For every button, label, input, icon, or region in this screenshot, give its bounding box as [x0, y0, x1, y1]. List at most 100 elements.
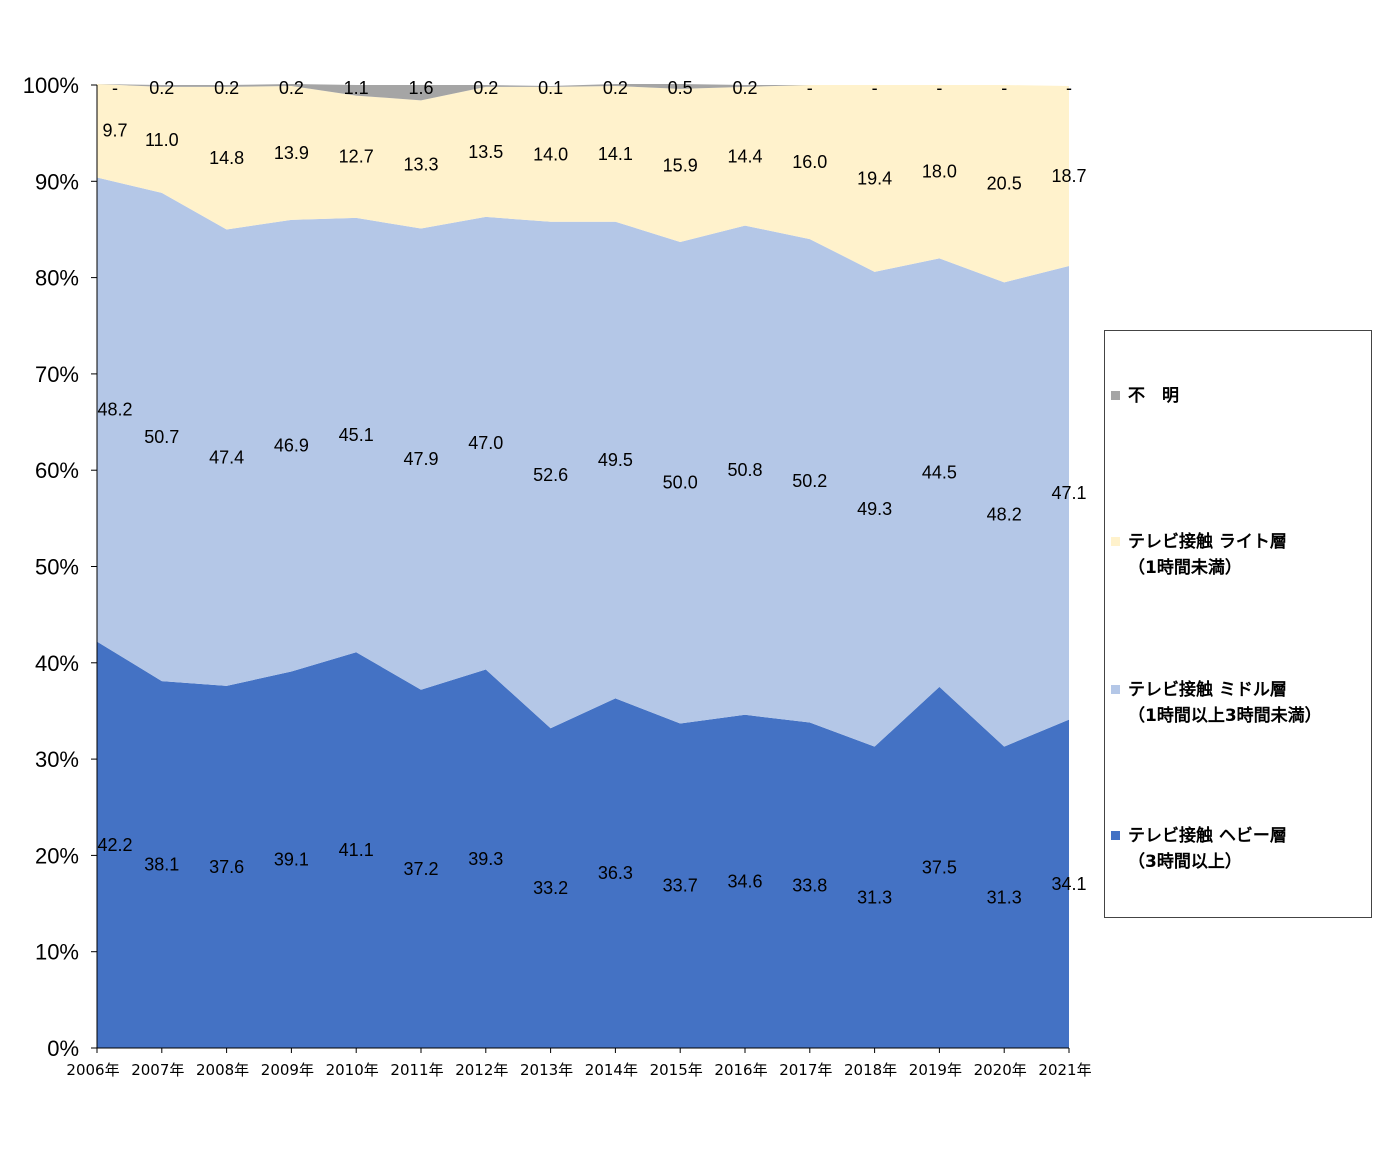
legend-item-unknown: 不 明: [1111, 383, 1179, 409]
legend-swatch-middle: [1111, 685, 1120, 694]
data-label: 39.3: [468, 849, 503, 869]
data-label: 36.3: [598, 863, 633, 883]
data-label: 1.1: [344, 78, 369, 98]
data-label: 37.2: [403, 859, 438, 879]
data-label: -: [807, 78, 813, 98]
y-tick-label: 30%: [35, 747, 79, 772]
data-label: 38.1: [144, 855, 179, 875]
x-tick-label: 2016年: [714, 1061, 767, 1079]
data-label: 49.3: [857, 499, 892, 519]
data-label: 47.1: [1051, 483, 1086, 503]
data-label: 50.8: [727, 460, 762, 480]
legend-swatch-light: [1111, 537, 1120, 546]
data-label: 48.2: [97, 400, 132, 420]
x-tick-label: 2021年: [1038, 1061, 1091, 1079]
data-label: 9.7: [102, 121, 127, 141]
y-tick-label: 0%: [47, 1036, 79, 1061]
data-label: 37.6: [209, 857, 244, 877]
data-label: 31.3: [857, 887, 892, 907]
legend-item-light: テレビ接触 ライト層 （1時間未満）: [1111, 529, 1287, 581]
data-label: 33.7: [663, 876, 698, 896]
legend-swatch-heavy: [1111, 831, 1120, 840]
data-labels: 42.2 38.1 37.6 39.1 41.1 37.2 39.3 33.2 36.3 33.7…: [97, 78, 1086, 907]
data-label: 48.2: [987, 504, 1022, 524]
data-label: -: [872, 78, 878, 98]
data-label: 13.5: [468, 142, 503, 162]
y-tick-label: 100%: [23, 73, 79, 98]
data-label: 52.6: [533, 465, 568, 485]
data-label: 33.2: [533, 878, 568, 898]
data-label: 42.2: [97, 835, 132, 855]
data-label: 0.2: [279, 78, 304, 98]
x-tick-label: 2019年: [909, 1061, 962, 1079]
x-tick-label: 2008年: [196, 1061, 249, 1079]
data-label: 15.9: [663, 155, 698, 175]
y-tick-label: 70%: [35, 362, 79, 387]
data-label: 14.4: [727, 146, 762, 166]
y-tick-label: 60%: [35, 458, 79, 483]
data-label: 47.9: [403, 449, 438, 469]
data-label: 47.4: [209, 448, 244, 468]
y-tick-label: 50%: [35, 555, 79, 580]
data-label: -: [936, 78, 942, 98]
x-tick-label: 2006年: [66, 1061, 119, 1079]
legend-label-light: テレビ接触 ライト層 （1時間未満）: [1128, 532, 1287, 578]
x-tick-label: 2013年: [520, 1061, 573, 1079]
data-label: 12.7: [339, 147, 374, 167]
data-label: 50.0: [663, 473, 698, 493]
x-tick-label: 2014年: [585, 1061, 638, 1079]
x-tick-label: 2010年: [326, 1061, 379, 1079]
data-label: 0.5: [668, 78, 693, 98]
data-label: -: [1001, 78, 1007, 98]
data-label: 34.6: [727, 871, 762, 891]
data-label: 33.8: [792, 875, 827, 895]
x-tick-label: 2012年: [455, 1061, 508, 1079]
area-series-2: [97, 84, 1069, 283]
data-label: 0.2: [214, 78, 239, 98]
data-label: 11.0: [145, 130, 179, 150]
data-label: 16.0: [792, 152, 827, 172]
area-series-1: [97, 177, 1069, 747]
data-label: -: [1066, 78, 1072, 98]
area-layer: [97, 84, 1069, 1048]
y-tick-label: 20%: [35, 843, 79, 868]
legend-label-unknown: 不 明: [1128, 386, 1179, 406]
data-label: 19.4: [857, 168, 892, 188]
data-label: 13.9: [274, 143, 309, 163]
data-label: 37.5: [922, 857, 957, 877]
data-label: 49.5: [598, 450, 633, 470]
y-axis-labels: 0% 10% 20% 30% 40% 50% 60% 70% 80% 90% 100%: [23, 73, 79, 1061]
data-label: 14.1: [598, 144, 633, 164]
legend-item-middle: テレビ接触 ミドル層 （1時間以上3時間未満）: [1111, 677, 1322, 729]
legend-label-heavy: テレビ接触 ヘビー層 （3時間以上）: [1128, 826, 1287, 872]
data-label: 50.2: [792, 471, 827, 491]
data-label: 0.2: [149, 78, 174, 98]
data-label: 18.0: [922, 162, 957, 182]
data-label: 14.0: [533, 144, 568, 164]
x-tick-label: 2018年: [844, 1061, 897, 1079]
data-label: 13.3: [403, 154, 438, 174]
x-tick-label: 2009年: [261, 1061, 314, 1079]
data-label: 0.2: [473, 78, 498, 98]
data-label: 20.5: [987, 174, 1022, 194]
data-label: 31.3: [987, 887, 1022, 907]
data-label: 39.1: [274, 850, 309, 870]
x-tick-label: 2015年: [650, 1061, 703, 1079]
data-label: 41.1: [339, 840, 374, 860]
y-tick-label: 80%: [35, 266, 79, 291]
area-series-3: [97, 84, 1069, 101]
x-axis-labels: 2006年 2007年 2008年 2009年 2010年 2011年 2012年 2013年…: [66, 1061, 1091, 1079]
legend-item-heavy: テレビ接触 ヘビー層 （3時間以上）: [1111, 823, 1287, 875]
data-label: 34.1: [1051, 874, 1086, 894]
legend: 不 明 テレビ接触 ライト層 （1時間未満） テレビ接触 ミドル層 （1時間以上…: [1104, 330, 1372, 918]
legend-label-middle: テレビ接触 ミドル層 （1時間以上3時間未満）: [1128, 680, 1322, 726]
data-label: 0.2: [732, 78, 757, 98]
legend-swatch-unknown: [1111, 391, 1120, 400]
y-tick-label: 40%: [35, 651, 79, 676]
data-label: 0.2: [603, 78, 628, 98]
axes-layer: [91, 84, 1070, 1053]
data-label: 47.0: [468, 433, 503, 453]
data-label: 46.9: [274, 436, 309, 456]
y-tick-label: 10%: [35, 940, 79, 965]
